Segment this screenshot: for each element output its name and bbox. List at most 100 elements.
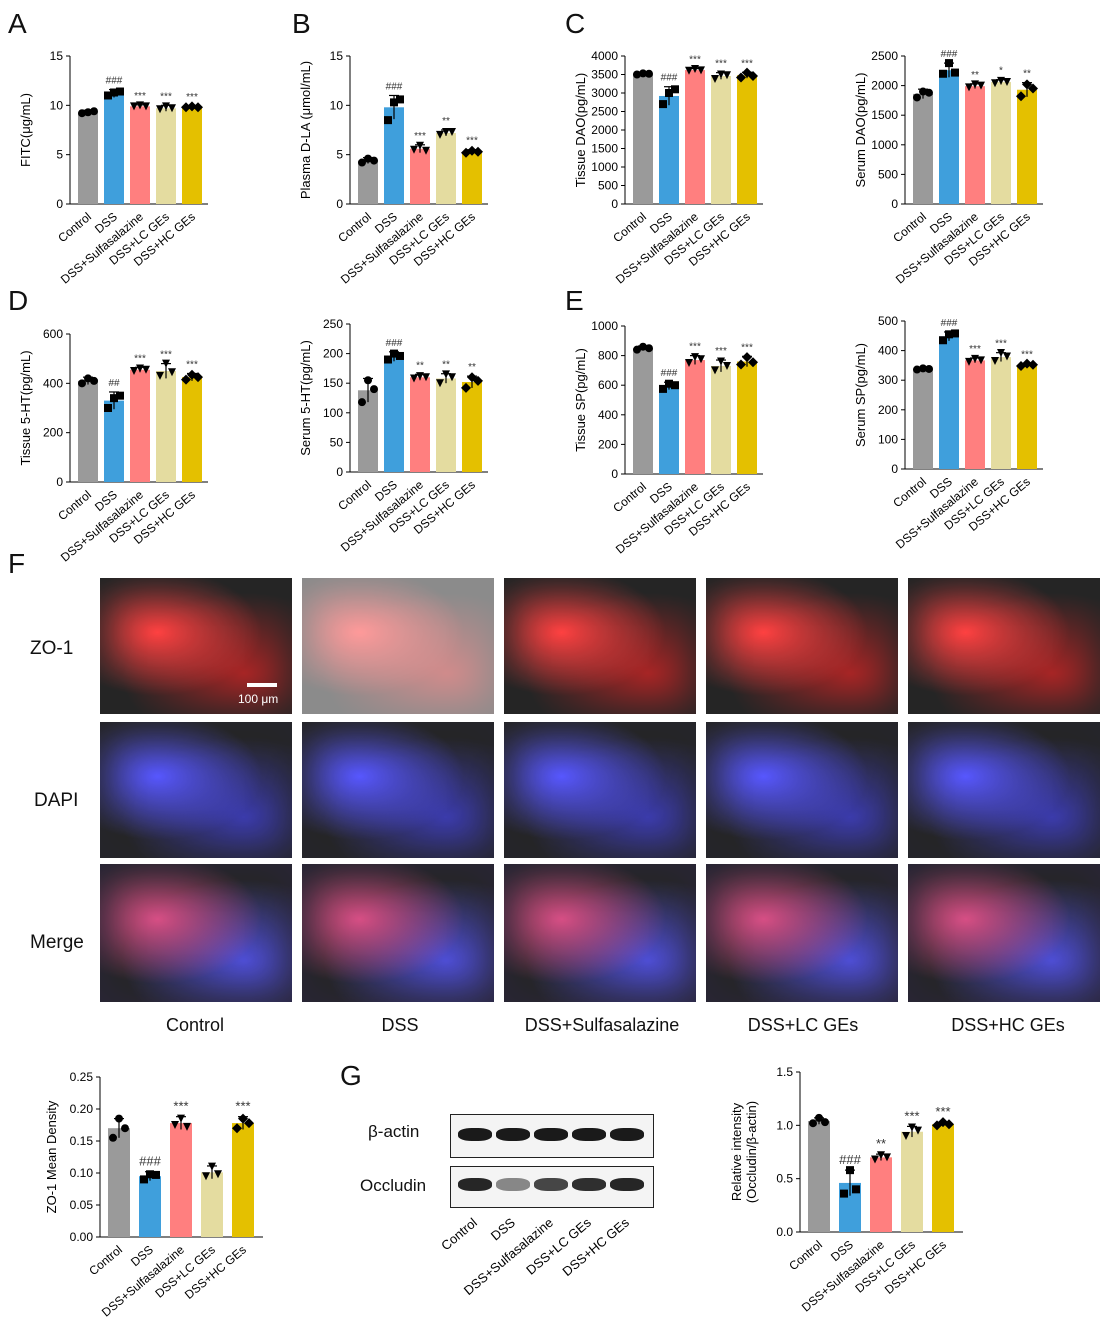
y-tick-label: 1.5 (776, 1065, 793, 1079)
serum-5ht-bar-chart: 0 50 100 150 200 250 Serum 5-HT(pg/mL) Control #… (298, 317, 488, 555)
data-point (238, 1113, 248, 1124)
y-tick-label: 500 (878, 314, 898, 328)
bar (358, 390, 378, 472)
y-tick-label: 15 (50, 49, 64, 63)
bar (358, 160, 378, 204)
y-tick-label: 600 (43, 327, 63, 341)
data-point (156, 371, 164, 380)
y-tick-label: 300 (878, 373, 898, 387)
bar (232, 1123, 254, 1237)
y-tick-label: 0 (891, 462, 898, 476)
data-point (717, 357, 725, 366)
data-point (140, 1175, 148, 1184)
data-point (78, 109, 86, 118)
tissue-sp-bar-chart: 0 200 400 600 800 1000 Tissue SP(pg/mL) Control… (573, 319, 763, 557)
bar (737, 361, 757, 474)
data-point (384, 116, 392, 125)
micrograph-zo-1-3 (504, 578, 696, 714)
category-label: Control (335, 478, 374, 514)
bar (410, 377, 430, 472)
data-point (156, 105, 164, 114)
significance-label: ** (876, 1136, 886, 1151)
y-tick-label: 1000 (871, 138, 898, 152)
data-point (685, 66, 693, 75)
significance-label: *** (235, 1099, 250, 1114)
blot-band (534, 1128, 568, 1141)
data-point (183, 1122, 191, 1131)
bar (633, 348, 653, 474)
y-tick-label: 1000 (591, 160, 618, 174)
blot-band (610, 1128, 644, 1141)
data-point (809, 1119, 817, 1128)
category-label: Control (890, 475, 929, 511)
data-point (671, 381, 679, 390)
micrograph-zo-1-4 (706, 578, 898, 714)
data-point (416, 372, 424, 381)
bar (182, 107, 202, 204)
data-point (142, 365, 150, 374)
micrograph-zo-1-5 (908, 578, 1100, 714)
data-point (639, 69, 647, 78)
significance-label: *** (935, 1104, 950, 1119)
data-point (436, 379, 444, 388)
y-tick-label: 5 (56, 148, 63, 162)
micrograph-merge-5 (908, 864, 1100, 1002)
y-axis-label: Tissue DAO(pg/mL) (573, 73, 588, 187)
y-axis-label: (Occludin/β-actin) (744, 1101, 759, 1203)
panel-label-e: E (565, 285, 584, 316)
occludin-intensity-bar-chart: 0.0 0.5 1.0 1.5 Relative intensity (Occludin/… (729, 1065, 963, 1315)
data-point (691, 64, 699, 73)
y-tick-label: 1.0 (776, 1118, 793, 1132)
bar (685, 360, 705, 474)
significance-label: *** (689, 55, 701, 66)
bar (384, 107, 404, 204)
y-tick-label: 800 (598, 349, 618, 363)
bar (436, 132, 456, 204)
data-point (736, 72, 746, 83)
y-tick-label: 0.00 (70, 1230, 94, 1244)
y-axis-label: Serum DAO(pg/mL) (853, 73, 868, 188)
y-tick-label: 5 (336, 148, 343, 162)
data-point (671, 85, 679, 94)
data-point (939, 336, 947, 345)
y-tick-label: 1500 (871, 108, 898, 122)
data-point (110, 88, 118, 97)
data-point (742, 352, 752, 363)
data-point (723, 361, 731, 370)
data-point (416, 141, 424, 150)
y-tick-label: 3500 (591, 68, 618, 82)
zo1-density-bar-chart: 0.00 0.05 0.10 0.15 0.20 0.25 ZO-1 Mean Densit… (44, 1070, 263, 1320)
panel-label-a: A (8, 8, 27, 39)
data-point (442, 127, 450, 136)
y-tick-label: 15 (330, 49, 344, 63)
panel-label-c: C (565, 8, 586, 39)
bar (633, 73, 653, 204)
y-axis-label: Plasma D-LA (μmol/mL) (298, 61, 313, 199)
data-point (208, 1162, 216, 1171)
blot-lane-label: Control (438, 1215, 480, 1254)
data-point (187, 101, 197, 112)
data-point (821, 1118, 829, 1127)
bar (1017, 364, 1037, 469)
bar (737, 75, 757, 204)
column-label-sulfasalazine: DSS+Sulfasalazine (524, 1015, 680, 1035)
blot-band (458, 1128, 492, 1141)
bar (139, 1176, 161, 1237)
column-label-hc-ges: DSS+HC GEs (951, 1015, 1065, 1035)
data-point (461, 382, 471, 393)
data-point (945, 330, 953, 339)
significance-label: ** (416, 360, 424, 371)
blot-band (572, 1128, 606, 1141)
y-tick-label: 150 (323, 376, 343, 390)
data-point (162, 359, 170, 368)
data-point (84, 374, 92, 383)
scale-bar (247, 683, 277, 687)
significance-label: ### (386, 338, 403, 349)
y-tick-label: 200 (878, 403, 898, 417)
data-point (473, 375, 483, 386)
scale-bar-label: 100 μm (238, 692, 279, 706)
data-point (181, 374, 191, 385)
data-point (390, 98, 398, 107)
significance-label: ### (661, 368, 678, 379)
